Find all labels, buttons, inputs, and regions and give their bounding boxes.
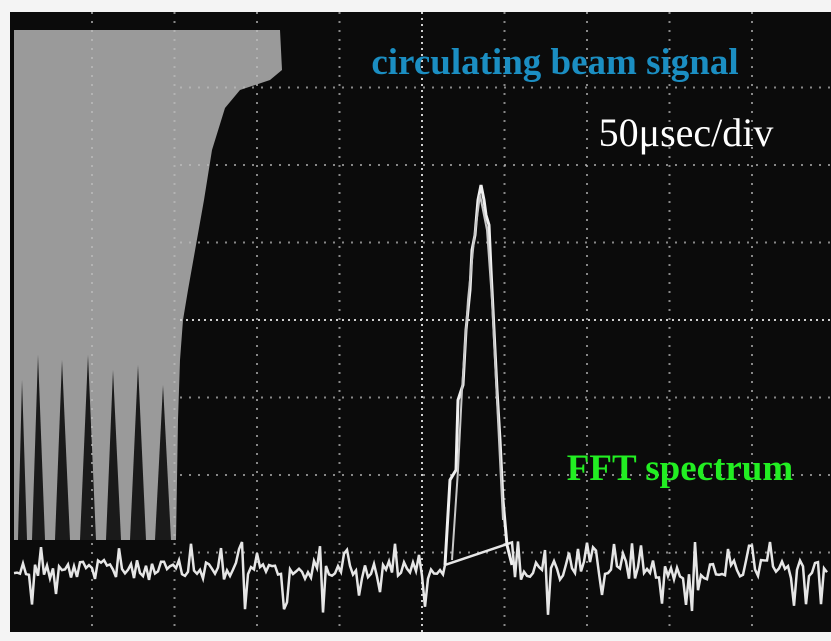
beam-bunches — [18, 355, 171, 540]
fft-peak-edge — [451, 194, 504, 561]
noise-trace — [13, 540, 828, 615]
fft-label: FFT spectrum — [567, 448, 794, 489]
time-scale-label: 50μsec/div — [599, 110, 774, 155]
beam-signal-label: circulating beam signal — [371, 42, 738, 83]
graticule — [91, 12, 831, 632]
beam-signal — [14, 30, 282, 540]
